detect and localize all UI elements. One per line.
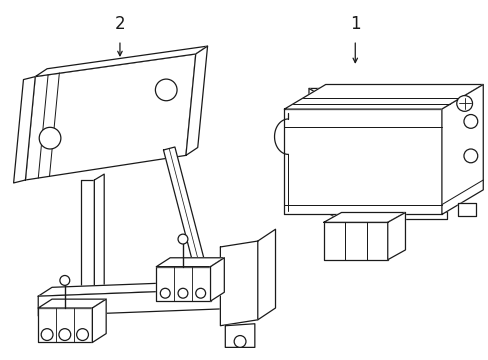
Polygon shape	[94, 174, 104, 296]
Circle shape	[60, 275, 70, 285]
Polygon shape	[284, 85, 482, 109]
Circle shape	[178, 234, 187, 244]
Polygon shape	[210, 258, 224, 301]
Polygon shape	[308, 89, 446, 106]
Polygon shape	[185, 46, 207, 156]
Polygon shape	[38, 299, 106, 308]
Text: 2: 2	[114, 15, 125, 33]
Polygon shape	[38, 308, 92, 342]
Polygon shape	[163, 147, 211, 290]
Polygon shape	[38, 279, 258, 296]
Polygon shape	[14, 77, 35, 183]
Polygon shape	[38, 288, 244, 316]
Polygon shape	[323, 222, 387, 260]
Polygon shape	[244, 279, 258, 308]
Polygon shape	[458, 203, 475, 216]
Polygon shape	[220, 241, 257, 326]
Polygon shape	[441, 85, 482, 215]
Circle shape	[178, 288, 187, 298]
Polygon shape	[257, 229, 275, 320]
Polygon shape	[387, 212, 405, 260]
Polygon shape	[156, 258, 224, 267]
Polygon shape	[323, 212, 405, 222]
Polygon shape	[156, 267, 210, 301]
Circle shape	[59, 329, 71, 341]
Polygon shape	[35, 46, 207, 77]
Circle shape	[41, 329, 53, 341]
Circle shape	[39, 127, 61, 149]
Circle shape	[155, 79, 177, 101]
Circle shape	[463, 114, 477, 128]
Circle shape	[77, 329, 88, 341]
Circle shape	[463, 149, 477, 163]
Circle shape	[234, 336, 245, 347]
Polygon shape	[225, 324, 254, 347]
Circle shape	[160, 288, 170, 298]
Circle shape	[195, 288, 205, 298]
Text: 1: 1	[349, 15, 360, 33]
Polygon shape	[338, 106, 446, 219]
Polygon shape	[308, 89, 338, 219]
Polygon shape	[284, 109, 441, 215]
Polygon shape	[25, 54, 195, 180]
Polygon shape	[92, 299, 106, 342]
Polygon shape	[81, 180, 94, 296]
Circle shape	[456, 95, 471, 111]
